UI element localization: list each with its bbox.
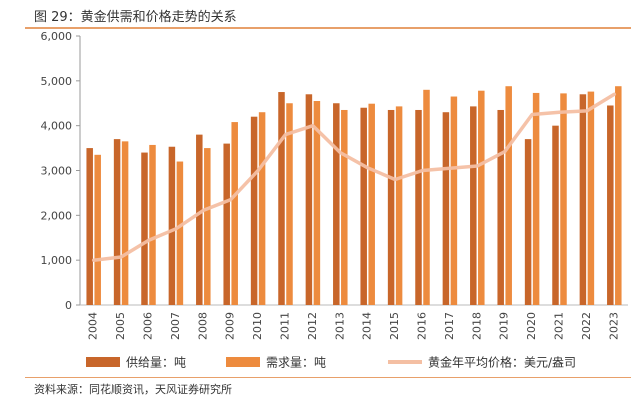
demand-bar xyxy=(615,86,622,305)
x-tick-label: 2015 xyxy=(388,312,401,340)
demand-bar xyxy=(395,106,403,305)
y-tick-label: 4,000 xyxy=(41,120,73,133)
supply-bar xyxy=(415,109,422,305)
supply-bar xyxy=(360,107,367,305)
supply-bar xyxy=(196,134,203,305)
demand-bar xyxy=(478,90,485,306)
x-tick-label: 2008 xyxy=(196,312,209,340)
demand-bar xyxy=(231,122,238,305)
supply-bar xyxy=(113,139,121,305)
title-divider xyxy=(25,27,631,29)
demand-bar xyxy=(94,154,101,305)
x-tick-label: 2006 xyxy=(142,312,155,340)
supply-bar xyxy=(524,139,532,305)
demand-bar xyxy=(450,96,458,306)
supply-bar xyxy=(579,94,587,306)
demand-bar xyxy=(313,101,321,305)
supply-bar xyxy=(278,92,285,306)
x-tick-label: 2017 xyxy=(443,312,456,340)
legend-swatch xyxy=(226,357,260,367)
demand-bar xyxy=(121,141,129,305)
price-line-layer xyxy=(91,92,617,262)
x-tick-label: 2020 xyxy=(525,312,538,340)
x-tick-label: 2022 xyxy=(580,312,593,340)
supply-bar xyxy=(607,105,614,305)
supply-bar xyxy=(168,146,176,305)
supply-bar xyxy=(470,106,477,305)
demand-bar xyxy=(258,112,266,305)
bars xyxy=(86,86,622,306)
x-tick-label: 2012 xyxy=(306,312,319,340)
supply-bar xyxy=(250,116,258,305)
x-tick-label: 2009 xyxy=(224,312,237,340)
supply-bar xyxy=(305,94,313,306)
x-tick-label: 2007 xyxy=(169,312,182,340)
x-tick-label: 2021 xyxy=(553,312,566,340)
demand-bar xyxy=(423,89,430,305)
supply-bar xyxy=(333,103,340,305)
supply-bar xyxy=(497,109,504,305)
y-tick-label: 6,000 xyxy=(41,30,73,43)
x-axis-ticks: 2004 2005 2006 2007 2008 2009 2010 2011 2012 2013… xyxy=(87,312,621,340)
x-tick-label: 2014 xyxy=(361,312,374,340)
demand-bar xyxy=(368,103,375,305)
y-tick-label: 2,000 xyxy=(41,209,73,222)
legend-label: 供给量：吨 xyxy=(126,356,186,370)
supply-bar xyxy=(552,125,559,306)
x-tick-label: 2023 xyxy=(607,312,620,340)
x-tick-label: 2013 xyxy=(333,312,346,340)
demand-bar xyxy=(560,93,567,306)
supply-bar xyxy=(86,148,93,305)
demand-bar xyxy=(505,86,512,305)
source-divider xyxy=(25,377,631,378)
y-tick-label: 5,000 xyxy=(41,75,73,88)
y-axis-ticks: 0 1,000 2,000 3,000 4,000 5,000 6,000 xyxy=(41,30,80,312)
legend-label: 需求量：吨 xyxy=(266,356,326,370)
x-tick-label: 2019 xyxy=(498,312,511,340)
x-tick-label: 2010 xyxy=(251,312,264,340)
demand-bar xyxy=(286,103,293,305)
chart-title: 图 29：黄金供需和价格走势的关系 xyxy=(34,10,237,25)
y-tick-label: 3,000 xyxy=(41,165,73,178)
x-tick-label: 2004 xyxy=(87,312,100,340)
demand-bar xyxy=(341,109,348,305)
demand-bar xyxy=(149,144,156,305)
demand-bar xyxy=(204,148,211,305)
y-tick-label: 0 xyxy=(65,299,72,312)
x-tick-label: 2016 xyxy=(416,312,429,340)
demand-bar xyxy=(532,92,540,306)
supply-bar xyxy=(387,109,395,305)
legend: 供给量：吨 需求量：吨 黄金年平均价格：美元/盎司 xyxy=(86,355,576,370)
x-tick-label: 2018 xyxy=(470,312,483,340)
y-tick-label: 1,000 xyxy=(41,254,73,267)
supply-bar xyxy=(442,112,450,305)
supply-bar xyxy=(141,152,148,305)
x-tick-label: 2011 xyxy=(279,312,292,340)
x-tick-label: 2005 xyxy=(114,312,127,340)
supply-bar xyxy=(223,143,230,305)
demand-bar xyxy=(587,91,595,306)
legend-label: 黄金年平均价格：美元/盎司 xyxy=(428,355,576,370)
legend-swatch xyxy=(86,357,120,367)
source-note: 资料来源：同花顺资讯，天风证券研究所 xyxy=(34,383,232,396)
demand-bar xyxy=(176,161,184,305)
price-line xyxy=(91,92,617,262)
